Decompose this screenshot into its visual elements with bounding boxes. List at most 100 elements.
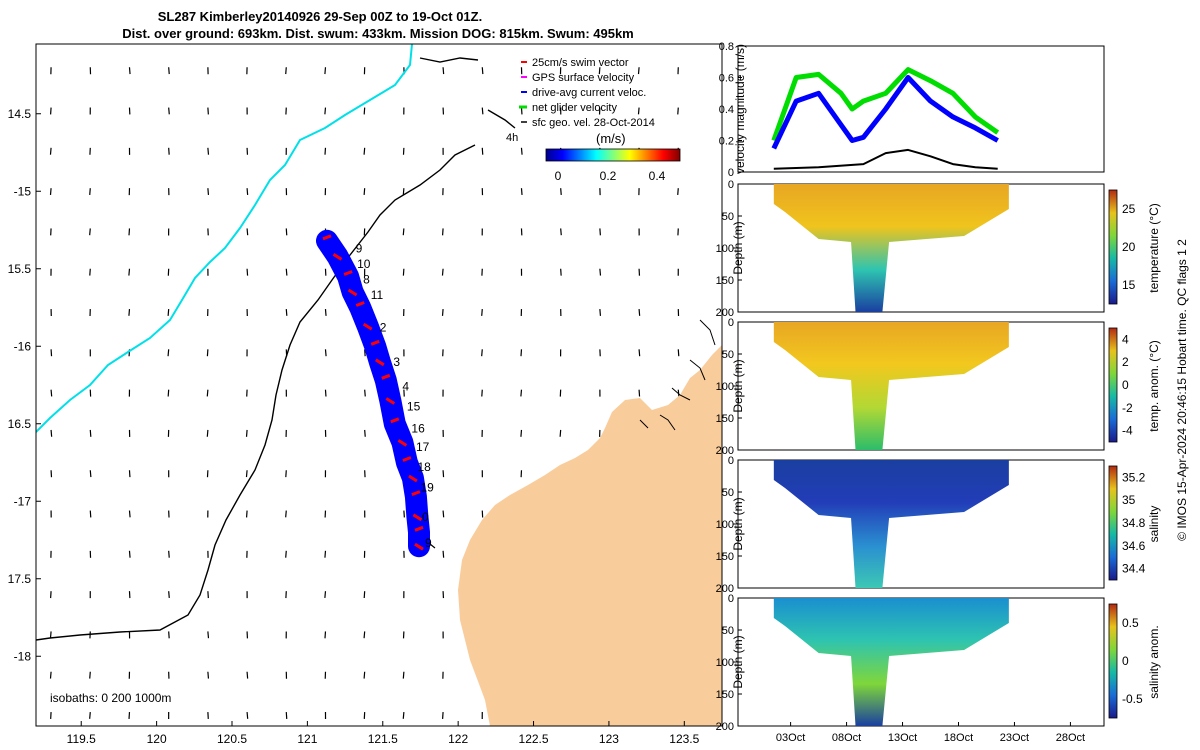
velocity-arrow bbox=[285, 550, 287, 558]
section-y-tick-label: 200 bbox=[716, 307, 734, 319]
section-y-tick-label: 100 bbox=[716, 519, 734, 531]
section-y-tick-label: 150 bbox=[716, 275, 734, 287]
section-colorbar-tick: 2 bbox=[1122, 355, 1129, 369]
velocity-arrow bbox=[363, 188, 366, 196]
map-y-tick-label: 14.5 bbox=[8, 107, 32, 121]
section-data-fill bbox=[773, 322, 1009, 450]
section-ylabel: Depth (m) bbox=[731, 221, 745, 274]
velocity-arrow bbox=[207, 631, 210, 639]
velocity-y-tick-label: 0 bbox=[728, 167, 734, 179]
velocity-arrow bbox=[207, 188, 210, 196]
isobath-1000m bbox=[36, 57, 516, 641]
velocity-y-tick-label: 0.6 bbox=[719, 73, 734, 85]
map-y-tick-label: 16.5 bbox=[8, 417, 32, 431]
section-x-tick-label: 13Oct bbox=[888, 732, 917, 744]
velocity-arrow bbox=[442, 510, 445, 518]
velocity-arrow bbox=[50, 429, 53, 437]
colorbar-tick-1: 0.2 bbox=[600, 169, 617, 183]
velocity-y-tick-label: 0.4 bbox=[719, 104, 734, 116]
section-y-tick-label: 0 bbox=[728, 179, 734, 191]
day-label: 19 bbox=[420, 480, 434, 494]
section-colorbar-tick: 35.2 bbox=[1122, 470, 1146, 484]
velocity-arrow bbox=[637, 107, 640, 115]
section-colorbar-tick: 35 bbox=[1122, 493, 1136, 507]
section-ylabel: Depth (m) bbox=[731, 635, 745, 688]
map-legend: 25cm/s swim vector GPS surface velocity … bbox=[506, 57, 681, 183]
velocity-frame bbox=[737, 45, 1105, 173]
section-colorbar bbox=[1108, 327, 1118, 443]
day-label: 0 bbox=[422, 510, 429, 524]
velocity-arrow bbox=[560, 228, 562, 236]
velocity-arrow bbox=[285, 510, 287, 518]
velocity-arrow bbox=[637, 67, 640, 75]
colorbar-tick-0: 0 bbox=[555, 169, 562, 183]
velocity-y-axis: 0 0.2 0.4 0.6 0.8 bbox=[719, 41, 742, 179]
velocity-arrow bbox=[49, 631, 52, 639]
swim-vectors bbox=[322, 234, 424, 551]
section-colorbar-tick: -4 bbox=[1122, 424, 1133, 438]
glider-track bbox=[316, 229, 430, 558]
velocity-arrow bbox=[324, 107, 327, 115]
velocity-arrow bbox=[363, 671, 366, 679]
section-colorbar-tick: 34.8 bbox=[1122, 516, 1146, 530]
section-data-fill bbox=[773, 598, 1009, 726]
section-colorbar bbox=[1108, 603, 1118, 719]
section-colorbar bbox=[1108, 189, 1118, 305]
title-line-2: Dist. over ground: 693km. Dist. swum: 43… bbox=[122, 26, 634, 41]
velocity-series-line bbox=[771, 67, 1000, 142]
map-x-tick-label: 121.5 bbox=[368, 732, 398, 746]
map-x-tick-label: 121 bbox=[297, 732, 317, 746]
section-y-tick-label: 100 bbox=[716, 243, 734, 255]
velocity-arrow bbox=[324, 591, 327, 598]
section-x-tick-label: 18Oct bbox=[944, 732, 973, 744]
island-outline bbox=[639, 319, 716, 431]
velocity-arrow bbox=[324, 349, 327, 357]
velocity-arrow bbox=[520, 147, 523, 155]
day-label: 17 bbox=[416, 440, 430, 454]
velocity-arrow bbox=[168, 67, 170, 75]
velocity-y-tick-label: 0.8 bbox=[719, 41, 734, 53]
map-x-tick-label: 123 bbox=[599, 732, 619, 746]
land-mass bbox=[458, 345, 722, 726]
map-y-tick-label: -15 bbox=[14, 184, 32, 198]
velocity-arrow bbox=[168, 631, 170, 639]
section-y-tick-label: 50 bbox=[722, 349, 734, 361]
velocity-arrow bbox=[481, 349, 483, 357]
legend-net-label: net glider velocity bbox=[532, 102, 617, 114]
section-colorbar-label: temp. anom. (°C) bbox=[1147, 340, 1161, 432]
velocity-arrow bbox=[128, 550, 131, 558]
map-frame bbox=[35, 43, 723, 727]
section-panel-2: 0 50 100 150 200 Depth (m) -4 -2 0 2 4 temp. anom. … bbox=[716, 317, 1161, 457]
velocity-arrow bbox=[402, 188, 405, 196]
velocity-arrow bbox=[599, 268, 602, 276]
velocity-arrow bbox=[559, 429, 562, 437]
velocity-arrow bbox=[167, 309, 170, 316]
section-colorbar-tick: 4 bbox=[1122, 332, 1129, 346]
velocity-arrow bbox=[402, 671, 405, 679]
velocity-arrow bbox=[560, 188, 562, 196]
velocity-arrow bbox=[89, 711, 91, 719]
velocity-arrow bbox=[599, 309, 602, 316]
map-x-tick-label: 123.5 bbox=[669, 732, 699, 746]
section-colorbar bbox=[1108, 465, 1118, 581]
map-y-tick-label: -16 bbox=[14, 339, 32, 353]
title-line-1: SL287 Kimberley20140926 29-Sep 00Z to 19… bbox=[158, 9, 482, 24]
velocity-arrow bbox=[285, 309, 288, 316]
map-y-tick-label: 17.5 bbox=[8, 572, 32, 586]
velocity-arrow bbox=[285, 67, 287, 75]
section-colorbar-tick: 0.5 bbox=[1122, 616, 1139, 630]
map-y-tick-label: -18 bbox=[14, 649, 32, 663]
section-y-tick-label: 100 bbox=[716, 381, 734, 393]
day-label: 8 bbox=[363, 273, 370, 287]
colorbar-units: (m/s) bbox=[596, 131, 626, 146]
legend-dac-label: drive-avg current veloc. bbox=[532, 87, 646, 99]
velocity-arrow bbox=[49, 671, 52, 679]
section-y-tick-label: 150 bbox=[716, 413, 734, 425]
velocity-arrow bbox=[246, 188, 249, 196]
velocity-arrow bbox=[481, 67, 484, 75]
velocity-arrow bbox=[364, 429, 366, 437]
velocity-arrow bbox=[677, 107, 679, 115]
map-x-tick-label: 122 bbox=[448, 732, 468, 746]
